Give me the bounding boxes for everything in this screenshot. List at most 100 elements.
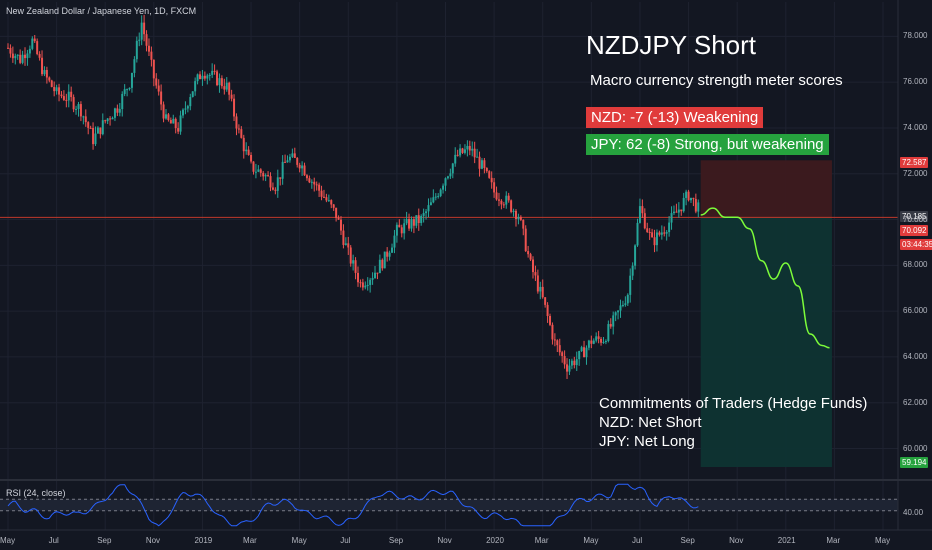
y-tick-label: 78.000 [903, 31, 928, 41]
candle-body [167, 114, 170, 121]
candle-body [454, 154, 457, 164]
candle-body [631, 265, 634, 276]
candle-body [279, 177, 282, 179]
x-tick-label: Sep [388, 536, 404, 545]
candle-body [128, 87, 131, 90]
candle-body [670, 213, 673, 223]
candle-body [391, 247, 394, 253]
candle-body [186, 106, 189, 109]
candle-body [257, 169, 260, 172]
candle-body [536, 275, 539, 292]
candle-body [668, 222, 671, 233]
stop-loss-zone[interactable] [700, 160, 832, 218]
candle-body [344, 243, 347, 245]
candle-body [685, 191, 688, 198]
x-tick-label: Mar [534, 536, 549, 545]
candle-body [45, 69, 48, 78]
candle-body [590, 340, 593, 344]
candle-body [646, 228, 649, 233]
nzd-strength-tag[interactable]: NZD: -7 (-13) Weakening [586, 107, 764, 128]
candle-body [634, 245, 637, 266]
position-tool[interactable] [0, 160, 898, 467]
x-tick-label: 2019 [194, 536, 213, 545]
annotation-title[interactable]: NZDJPY Short [586, 30, 757, 60]
candle-body [235, 116, 238, 129]
cot-annotation[interactable]: Commitments of Traders (Hedge Funds) NZD… [599, 394, 867, 451]
candle-body [116, 108, 119, 113]
cot-line-jpy: JPY: Net Long [599, 433, 695, 450]
candle-body [203, 75, 206, 79]
candle-body [7, 47, 9, 49]
candle-body [480, 160, 483, 169]
cot-line-nzd: NZD: Net Short [599, 414, 702, 431]
candle-body [99, 127, 102, 135]
candle-body [568, 365, 571, 372]
candle-body [395, 224, 398, 236]
candle-body [500, 200, 503, 205]
rsi-band [0, 499, 898, 511]
candle-body [485, 167, 488, 172]
candle-body [70, 91, 73, 98]
candle-body [84, 116, 87, 123]
candle-body [75, 108, 78, 110]
candle-body [434, 196, 437, 198]
candle-body [578, 350, 581, 360]
y-tick-label: 64.000 [903, 351, 928, 361]
x-tick-label: Jul [340, 536, 351, 545]
rsi-axis-tick: 40.00 [903, 508, 924, 517]
candle-body [446, 176, 449, 179]
candle-body [16, 54, 19, 56]
y-tick-label: 70.000 [903, 214, 928, 224]
jpy-strength-tag[interactable]: JPY: 62 (-8) Strong, but weakening [586, 134, 829, 155]
candle-body [50, 80, 53, 87]
candle-body [218, 78, 221, 86]
candle-body [240, 129, 243, 138]
candle-body [38, 54, 41, 58]
candle-body [585, 347, 588, 358]
projection-line [700, 207, 830, 349]
entry-price-label: 70.092 [900, 225, 929, 236]
candle-body [213, 70, 216, 72]
take-profit-zone[interactable] [700, 217, 832, 467]
price-axis [0, 0, 932, 531]
candle-body [271, 187, 274, 190]
candle-body [172, 118, 175, 124]
candle-body [672, 211, 675, 214]
candle-body [118, 109, 121, 113]
annotation-subtitle[interactable]: Macro currency strength meter scores [590, 72, 843, 89]
candle-body [641, 206, 644, 214]
candle-body [301, 165, 304, 169]
x-tick-label: Sep [680, 536, 695, 545]
candle-body [330, 200, 333, 205]
candle-body [697, 202, 700, 212]
candle-body [437, 195, 440, 197]
candle-body [130, 72, 133, 88]
candle-body [162, 104, 165, 119]
candle-body [495, 192, 498, 200]
candle-body [651, 232, 654, 238]
candle-body [230, 94, 233, 99]
candle-body [604, 340, 607, 342]
candle-body [199, 74, 202, 80]
candle-body [580, 347, 583, 351]
candle-body [58, 87, 61, 95]
candle-body [532, 259, 534, 273]
candle-body [303, 165, 306, 176]
candle-body [466, 145, 469, 150]
x-tick-label: Jul [631, 536, 643, 545]
candle-body [33, 38, 36, 42]
candle-body [614, 312, 617, 316]
candle-body [493, 182, 496, 193]
symbol-title[interactable]: New Zealand Dollar / Japanese Yen, 1D, F… [6, 6, 197, 16]
candle-body [11, 53, 14, 59]
candle-body [339, 219, 342, 231]
rsi-indicator-label[interactable]: RSI (24, close) [6, 488, 66, 498]
y-tick-label: 62.000 [903, 397, 928, 407]
candle-body [624, 303, 627, 305]
candle-body [483, 160, 486, 168]
candle-body [191, 91, 194, 98]
candle-body [529, 254, 532, 260]
candle-body [254, 171, 257, 173]
rsi-pane [0, 483, 898, 527]
